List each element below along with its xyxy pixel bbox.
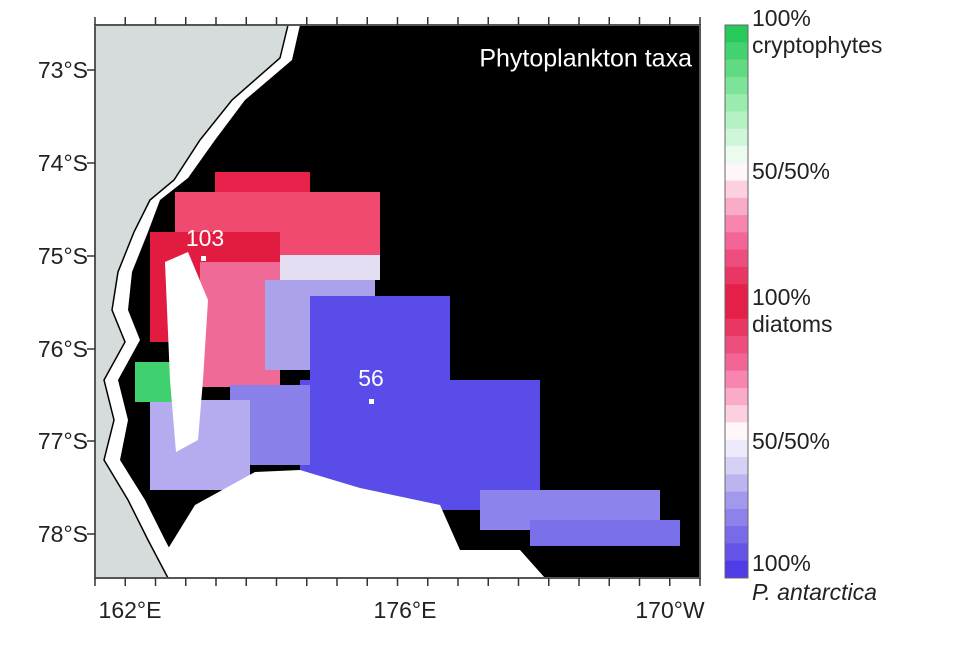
y-tick-label: 74°S bbox=[38, 150, 88, 176]
colorbar-step bbox=[725, 25, 748, 43]
x-tick-label: 170°W bbox=[635, 597, 705, 623]
colorbar-labels: 100% cryptophytes 50/50% 100% diatoms 50… bbox=[752, 5, 882, 605]
colorbar-step bbox=[725, 111, 748, 130]
cell bbox=[310, 296, 450, 386]
colorbar-frame bbox=[724, 24, 749, 579]
y-tick-label: 75°S bbox=[38, 243, 88, 269]
station-label: 103 bbox=[186, 225, 224, 251]
station-label: 56 bbox=[358, 365, 384, 391]
colorbar-step bbox=[725, 318, 748, 337]
colorbar-label: diatoms bbox=[752, 311, 833, 337]
cell bbox=[135, 362, 175, 402]
x-tick-label: 176°E bbox=[374, 597, 437, 623]
y-tick-label: 78°S bbox=[38, 521, 88, 547]
colorbar-step bbox=[725, 180, 748, 199]
colorbar-step bbox=[725, 405, 748, 423]
x-axis-labels: 162°E 176°E 170°W bbox=[99, 597, 705, 623]
cell bbox=[280, 255, 380, 280]
map-area: 103 56 Phytoplankton taxa bbox=[94, 24, 701, 579]
colorbar-step bbox=[725, 232, 748, 251]
ice-tongue bbox=[165, 252, 208, 452]
y-tick-label: 77°S bbox=[38, 428, 88, 454]
colorbar-step bbox=[725, 301, 748, 320]
colorbar-step bbox=[725, 249, 748, 268]
colorbar-step bbox=[725, 457, 748, 475]
colorbar-label: P. antarctica bbox=[752, 579, 877, 605]
colorbar-label: 100% bbox=[752, 550, 811, 576]
colorbar-step bbox=[725, 284, 748, 302]
colorbar-step bbox=[725, 336, 748, 354]
colorbar-step bbox=[725, 439, 748, 458]
y-tick-label: 73°S bbox=[38, 57, 88, 83]
colorbar-step bbox=[725, 76, 748, 95]
colorbar-step bbox=[725, 526, 748, 544]
colorbar-step bbox=[725, 94, 748, 112]
colorbar-step bbox=[725, 128, 748, 147]
colorbar-step bbox=[725, 59, 748, 78]
colorbar-step bbox=[725, 215, 748, 233]
y-axis-labels: 73°S 74°S 75°S 76°S 77°S 78°S bbox=[38, 57, 88, 547]
colorbar-label: cryptophytes bbox=[752, 32, 882, 58]
ice-shelf bbox=[150, 470, 545, 578]
colorbar-step bbox=[725, 145, 748, 164]
colorbar-label: 100% bbox=[752, 5, 811, 31]
colorbar-step bbox=[725, 370, 748, 389]
x-tick-label: 162°E bbox=[99, 597, 162, 623]
map-title: Phytoplankton taxa bbox=[479, 45, 692, 73]
colorbar-label: 50/50% bbox=[752, 428, 830, 454]
colorbar-step bbox=[725, 543, 748, 562]
colorbar-step bbox=[725, 197, 748, 216]
colorbar bbox=[724, 24, 749, 579]
colorbar-step bbox=[725, 491, 748, 510]
colorbar-label: 100% bbox=[752, 284, 811, 310]
colorbar-step bbox=[725, 508, 748, 527]
colorbar-label: 50/50% bbox=[752, 158, 830, 184]
colorbar-step bbox=[725, 353, 748, 372]
colorbar-step bbox=[725, 474, 748, 493]
colorbar-step bbox=[725, 387, 748, 406]
colorbar-step bbox=[725, 163, 748, 182]
cell bbox=[530, 520, 680, 546]
taxa-cells bbox=[135, 172, 680, 546]
colorbar-step bbox=[725, 42, 748, 61]
colorbar-step bbox=[725, 266, 748, 285]
axis-ticks bbox=[87, 17, 701, 586]
colorbar-step bbox=[725, 422, 748, 441]
station-dot bbox=[369, 399, 374, 404]
y-tick-label: 76°S bbox=[38, 336, 88, 362]
colorbar-step bbox=[725, 560, 748, 579]
station-dot bbox=[201, 256, 206, 261]
land bbox=[94, 24, 289, 579]
